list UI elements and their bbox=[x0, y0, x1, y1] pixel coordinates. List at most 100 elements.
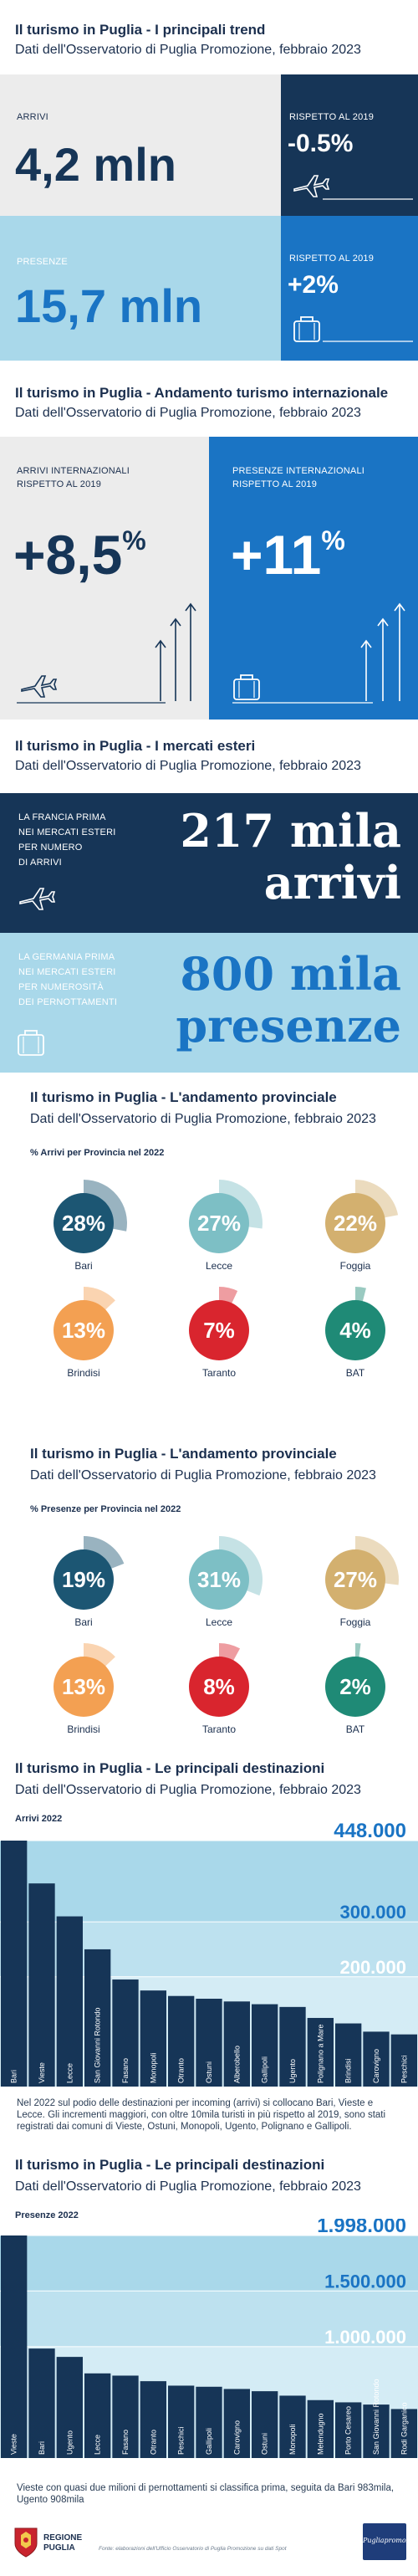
presenze-bar-label-14: Rodi Garganico bbox=[400, 2402, 408, 2455]
francia-value-2: arrivi bbox=[263, 856, 401, 909]
arrivi-bar-label-1: Vieste bbox=[38, 2062, 46, 2083]
section6-description: Nel 2022 sul podio delle destinazioni pe… bbox=[17, 2098, 386, 2132]
airplane-icon-2 bbox=[17, 675, 166, 704]
presenze-label: PRESENZE bbox=[17, 257, 68, 267]
presenze-delta-value: +2% bbox=[288, 271, 339, 299]
section6-subtitle: Dati dell'Osservatorio di Puglia Promozi… bbox=[15, 1783, 361, 1797]
presenze-bar-10 bbox=[279, 2395, 306, 2458]
arrivi-bar-11 bbox=[307, 2017, 334, 2087]
presenze-value-lecce: 31% bbox=[197, 1567, 241, 1592]
presenze-value-brindisi: 13% bbox=[62, 1674, 105, 1699]
arrivi-donut-foggia: 22% bbox=[325, 1180, 399, 1253]
presenze-disc-bat bbox=[325, 1657, 385, 1717]
arrivi-label-foggia: Foggia bbox=[339, 1260, 371, 1272]
presenze-donut-bari: 19% bbox=[54, 1536, 125, 1610]
presenze-label-taranto: Taranto bbox=[201, 1723, 237, 1735]
arrivi-bar-7 bbox=[196, 1999, 222, 2087]
presenze-bar-label-5: Otranto bbox=[149, 2430, 157, 2455]
presenze-bar-9 bbox=[252, 2391, 278, 2458]
presenze-bar-label-1: Bari bbox=[38, 2441, 46, 2455]
arrivi-label-bat: BAT bbox=[345, 1367, 365, 1379]
francia-line-3: PER NUMERO bbox=[18, 842, 83, 853]
regione-logo-text-2: PUGLIA bbox=[43, 2543, 75, 2553]
arrivi-bar-4 bbox=[112, 1979, 139, 2087]
arrivi-ytick-label-0: 448.000 bbox=[334, 1822, 406, 1842]
arrivi-bar-label-9: Gallipoli bbox=[261, 2056, 269, 2083]
germania-line-2: NEI MERCATI ESTERI bbox=[18, 967, 116, 977]
section5-subtitle: Dati dell'Osservatorio di Puglia Promozi… bbox=[30, 1468, 376, 1483]
airplane-icon bbox=[293, 175, 413, 200]
arrivi-bar-13 bbox=[363, 2031, 390, 2087]
presenze-bar-label-8: Carovigno bbox=[232, 2420, 241, 2455]
arrivi-delta-panel: RISPETTO AL 2019 -0.5% bbox=[281, 74, 418, 216]
presenze-label-foggia: Foggia bbox=[339, 1616, 371, 1628]
francia-line-1: LA FRANCIA PRIMA bbox=[18, 812, 106, 822]
arrivi-label: ARRIVI bbox=[17, 112, 48, 122]
francia-value-1: 217 mila bbox=[180, 804, 401, 858]
arrivi-bar-14 bbox=[390, 2034, 417, 2087]
section3-title: Il turismo in Puglia - I mercati esteri bbox=[15, 738, 256, 754]
presenze-disc-foggia bbox=[325, 1549, 385, 1610]
presenze-label-bari: Bari bbox=[74, 1616, 93, 1628]
arrivi-ytick-label-1: 300.000 bbox=[339, 1902, 406, 1923]
intl-arrivi-value-group: +8,5% bbox=[13, 527, 146, 582]
section5-header: Il turismo in Puglia - L'andamento provi… bbox=[30, 1446, 376, 1484]
section4-caption: % Arrivi per Provincia nel 2022 bbox=[30, 1148, 165, 1158]
arrivi-label-brindisi: Brindisi bbox=[67, 1367, 100, 1379]
presenze-value-bari: 19% bbox=[62, 1567, 105, 1592]
arrivi-bar-label-4: Fasano bbox=[121, 2058, 130, 2083]
presenze-label-brindisi: Brindisi bbox=[67, 1723, 100, 1735]
luggage-icon bbox=[293, 316, 413, 342]
arrivi-donut-bari: 28% bbox=[54, 1180, 127, 1253]
pugliapromozione-logo: Pugliapromozione bbox=[363, 2523, 418, 2560]
presenze-bar-label-3: Lecce bbox=[94, 2435, 102, 2455]
arrivi-bar-chart: 448.000 300.000 200.000 Bari Vieste Lecce San … bbox=[0, 1822, 418, 2087]
arrivi-disc-bari bbox=[54, 1193, 114, 1253]
intl-arrivi-label-1: ARRIVI INTERNAZIONALI bbox=[17, 466, 130, 476]
arrivi-disc-taranto bbox=[189, 1300, 249, 1360]
presenze-bar-label-12: Porto Cesareo bbox=[344, 2406, 353, 2455]
arrivi-donut-brindisi: 13% bbox=[54, 1287, 115, 1360]
francia-panel: LA FRANCIA PRIMA NEI MERCATI ESTERI PER … bbox=[0, 793, 418, 933]
arrivi-bar-9 bbox=[252, 2004, 278, 2087]
section1-subtitle: Dati dell'Osservatorio di Puglia Promozi… bbox=[15, 43, 361, 57]
arrivi-label-taranto: Taranto bbox=[201, 1367, 237, 1379]
luggage-icon-3 bbox=[18, 1030, 44, 1056]
presenze-bar-label-0: Vieste bbox=[10, 2434, 18, 2455]
presenze-bar-label-11: Melendugno bbox=[316, 2413, 324, 2455]
arrivi-disc-bat bbox=[325, 1300, 385, 1360]
presenze-bar-label-2: Ugento bbox=[65, 2430, 74, 2455]
germania-value-1: 800 mila bbox=[180, 947, 401, 1001]
presenze-band-0 bbox=[0, 2235, 418, 2292]
section5-title: Il turismo in Puglia - L'andamento provi… bbox=[30, 1446, 337, 1462]
presenze-disc-taranto bbox=[189, 1657, 249, 1717]
arrivi-delta-value: -0.5% bbox=[288, 130, 354, 157]
arrivi-bar-label-10: Ugento bbox=[288, 2059, 297, 2083]
arrivi-bar-label-3: San Giovanni Rotondo bbox=[94, 2007, 102, 2083]
arrivi-bar-12 bbox=[335, 2023, 362, 2087]
airplane-icon-3 bbox=[19, 888, 56, 910]
arrivi-bar-5 bbox=[140, 1990, 166, 2087]
presenze-ytick-label-1: 1.500.000 bbox=[324, 2271, 406, 2292]
footer: REGIONE PUGLIA Fonte: elaborazioni dell'… bbox=[0, 2518, 418, 2576]
section3-subtitle: Dati dell'Osservatorio di Puglia Promozi… bbox=[15, 759, 361, 773]
arrivi-value: 4,2 mln bbox=[15, 138, 176, 191]
presenze-delta-panel: RISPETTO AL 2019 +2% bbox=[281, 216, 418, 361]
section3-header: Il turismo in Puglia - I mercati esteri … bbox=[15, 738, 361, 775]
presenze-panel: PRESENZE 15,7 mln bbox=[0, 216, 281, 361]
arrivi-disc-foggia bbox=[325, 1193, 385, 1253]
arrivi-band-0 bbox=[0, 1841, 418, 1923]
arrivi-bar-label-2: Lecce bbox=[65, 2063, 74, 2083]
presenze-bar-5 bbox=[140, 2381, 166, 2458]
arrivi-bar-1 bbox=[28, 1883, 55, 2087]
presenze-band-1 bbox=[0, 2291, 418, 2347]
presenze-bar-label-7: Gallipoli bbox=[205, 2428, 213, 2455]
arrivi-bar-3 bbox=[84, 1949, 111, 2087]
presenze-ytick-label-2: 1.000.000 bbox=[324, 2327, 406, 2348]
presenze-bar-8 bbox=[223, 2389, 250, 2458]
presenze-value: 15,7 mln bbox=[15, 279, 203, 332]
section2-header: Il turismo in Puglia - Andamento turismo… bbox=[15, 385, 388, 422]
arrivi-panel: ARRIVI 4,2 mln bbox=[0, 74, 281, 216]
intl-arrivi-label-2: RISPETTO AL 2019 bbox=[17, 479, 102, 489]
